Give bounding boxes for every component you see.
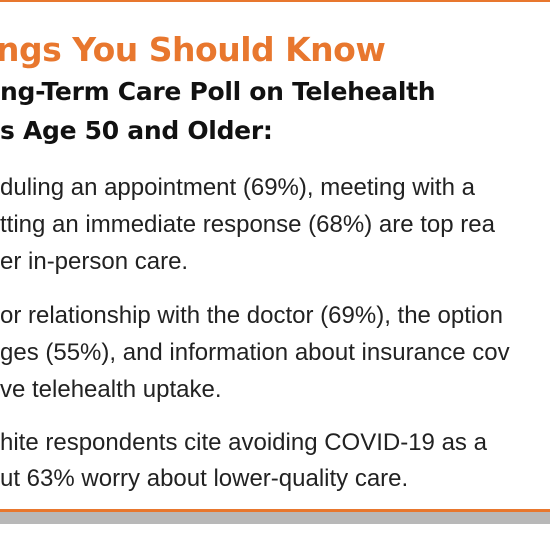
footer-band [0,512,550,524]
finding-3-line-2: ut 63% worry about lower-quality care. [0,465,409,492]
finding-1-line-3: er in-person care. [0,248,189,275]
bottom-accent-rule [0,509,550,512]
finding-2-line-3: ve telehealth uptake. [0,376,222,403]
finding-3-line-1: hite respondents cite avoiding COVID-19 … [0,429,487,456]
finding-2-line-1: or relationship with the doctor (69%), t… [0,302,503,329]
finding-2-line-2: ges (55%), and information about insuran… [0,339,510,366]
finding-1-line-2: tting an immediate response (68%) are to… [0,211,495,238]
subheading-line-1: ng-Term Care Poll on Telehealth [0,77,436,106]
top-accent-rule [0,0,550,2]
finding-1-line-1: duling an appointment (69%), meeting wit… [0,174,475,201]
section-heading: ngs You Should Know [0,30,386,69]
subheading-line-2: s Age 50 and Older: [0,116,273,145]
